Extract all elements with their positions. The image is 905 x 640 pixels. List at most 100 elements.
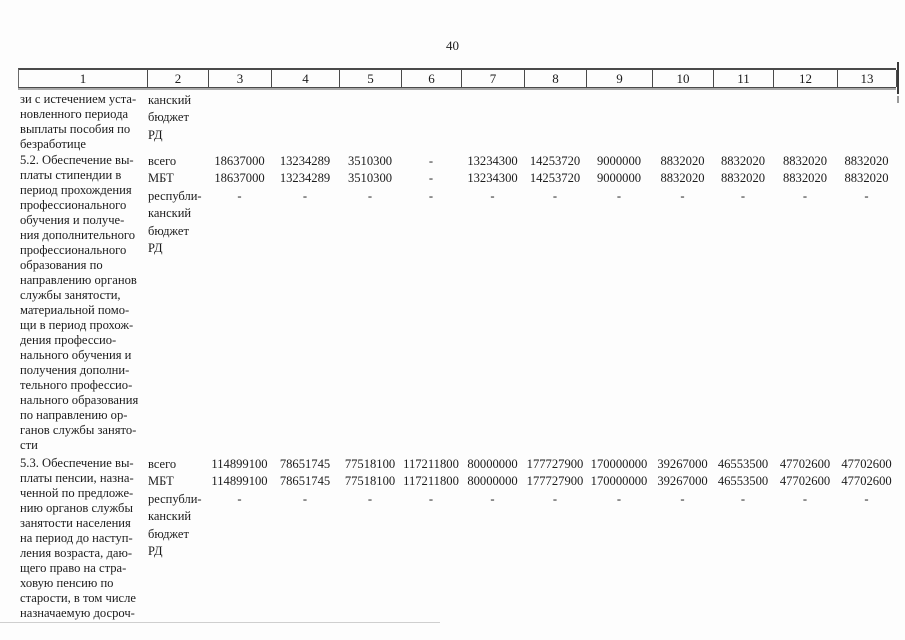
title-line: назначаемую досроч- (20, 606, 135, 620)
title-line: нального образования (20, 393, 139, 407)
value-total: 8832020 (660, 154, 705, 168)
funding-source-5-2: всего МБТ республи- канский бюджет РД (147, 153, 208, 453)
num-col-8: 14253720 14253720 - (524, 153, 586, 453)
num-col-10: 39267000 39267000 - (652, 456, 713, 621)
value-total: 177727900 (526, 457, 584, 471)
funding-line: республи- (148, 491, 202, 506)
value-total: 47702600 (779, 457, 831, 471)
value-total: 9000000 (596, 154, 642, 168)
value-total: 46553500 (717, 457, 769, 471)
value-mbt: 177727900 (526, 474, 584, 489)
num-col-9: 170000000 170000000 - (586, 456, 652, 621)
value-total: 8832020 (782, 154, 828, 168)
title-line: новленного периода (20, 107, 129, 121)
title-line: дения профессио- (20, 333, 117, 347)
value-mbt: 170000000 (590, 474, 648, 489)
title-line: службы занятости, (20, 288, 121, 302)
value-mbt: 47702600 (841, 474, 892, 489)
header-col-2: 2 (148, 70, 209, 87)
funding-line-mbt: МБТ (148, 171, 174, 186)
funding-line: бюджет (148, 110, 189, 125)
funding-source-continuation: канский бюджет РД (147, 92, 208, 152)
funding-line-total: всего (148, 154, 177, 168)
funding-line: канский (148, 509, 192, 524)
header-col-6: 6 (402, 70, 462, 87)
value-rep: - (802, 491, 808, 506)
value-rep: - (367, 188, 373, 203)
title-line: выплаты пособия по (20, 122, 131, 136)
num-col-10: 8832020 8832020 - (652, 153, 713, 453)
value-mbt: 77518100 (344, 474, 396, 489)
title-line: щего право на стра- (20, 561, 127, 575)
funding-line: республи- (148, 188, 202, 203)
title-line: материальной помо- (20, 303, 130, 317)
title-line: ченной по предложе- (20, 486, 134, 500)
num-col-5: 77518100 77518100 - (339, 456, 401, 621)
value-total: 18637000 (214, 154, 265, 168)
num-col-13: 47702600 47702600 - (837, 456, 896, 621)
value-total: 170000000 (590, 457, 648, 471)
value-mbt: 46553500 (717, 474, 769, 489)
header-col-7: 7 (462, 70, 525, 87)
title-line: зи с истечением уста- (20, 92, 137, 106)
value-total: 8832020 (844, 154, 889, 168)
table-row-continuation: зи с истечением уста-новленного периода в… (18, 92, 896, 152)
title-line: старости, в том числе (20, 591, 137, 605)
measure-title-5-3: 5.3. Обеспечение вы-платы пенсии, назна-… (18, 456, 147, 621)
value-total: 47702600 (841, 457, 892, 471)
value-mbt: 9000000 (596, 171, 642, 186)
value-mbt: 78651745 (279, 474, 331, 489)
funding-source-5-3: всего МБТ республи- канский бюджет РД (147, 456, 208, 621)
scan-hairline (0, 622, 440, 623)
funding-line: РД (148, 241, 163, 256)
value-total: 80000000 (467, 457, 518, 471)
funding-line: РД (148, 127, 163, 142)
num-col-3: 18637000 18637000 - (208, 153, 271, 453)
num-col-12: 47702600 47702600 - (773, 456, 837, 621)
title-line: период прохождения (20, 183, 132, 197)
value-rep: - (428, 188, 434, 203)
title-line: на период до наступ- (20, 531, 133, 545)
value-mbt: 14253720 (529, 171, 581, 186)
num-col-4: 13234289 13234289 - (271, 153, 339, 453)
value-mbt: 80000000 (467, 474, 518, 489)
title-line: тельного профессио- (20, 378, 133, 392)
num-col-13: 8832020 8832020 - (837, 153, 896, 453)
value-rep: - (237, 188, 242, 203)
header-col-9: 9 (587, 70, 653, 87)
value-mbt: 18637000 (214, 171, 265, 186)
value-rep: - (616, 491, 622, 506)
value-mbt: 13234300 (467, 171, 518, 186)
value-rep: - (740, 491, 746, 506)
title-line: ления возраста, даю- (20, 546, 133, 560)
num-col-4: 78651745 78651745 - (271, 456, 339, 621)
value-mbt: 114899100 (211, 474, 268, 489)
value-total: 14253720 (529, 154, 581, 168)
header-col-11: 11 (714, 70, 774, 87)
title-line: 5.3. Обеспечение вы- (20, 456, 134, 470)
table-row-5-3: 5.3. Обеспечение вы-платы пенсии, назна-… (18, 456, 896, 621)
value-mbt: 3510300 (347, 171, 393, 186)
title-line: 5.2. Обеспечение вы- (20, 153, 134, 167)
num-col-12: 8832020 8832020 - (773, 153, 837, 453)
title-line: профессионального (20, 243, 127, 257)
num-col-7: 13234300 13234300 - (461, 153, 524, 453)
header-col-5: 5 (340, 70, 402, 87)
value-total: 78651745 (279, 457, 331, 471)
value-mbt: 39267000 (657, 474, 708, 489)
funding-line-total: всего (148, 457, 177, 471)
value-total: 13234300 (467, 154, 518, 168)
funding-line-mbt: МБТ (148, 474, 174, 489)
value-mbt: - (428, 171, 434, 186)
num-col-8: 177727900 177727900 - (524, 456, 586, 621)
value-rep: - (428, 491, 434, 506)
value-rep: - (552, 188, 558, 203)
title-line: платы пенсии, назна- (20, 471, 134, 485)
value-rep: - (490, 188, 495, 203)
value-rep: - (552, 491, 558, 506)
scan-edge-artifact (897, 62, 899, 94)
title-line: безработице (20, 137, 86, 151)
value-mbt: 47702600 (779, 474, 831, 489)
table-row-5-2: 5.2. Обеспечение вы-платы стипендии в пер… (18, 153, 896, 453)
header-col-1: 1 (19, 70, 148, 87)
